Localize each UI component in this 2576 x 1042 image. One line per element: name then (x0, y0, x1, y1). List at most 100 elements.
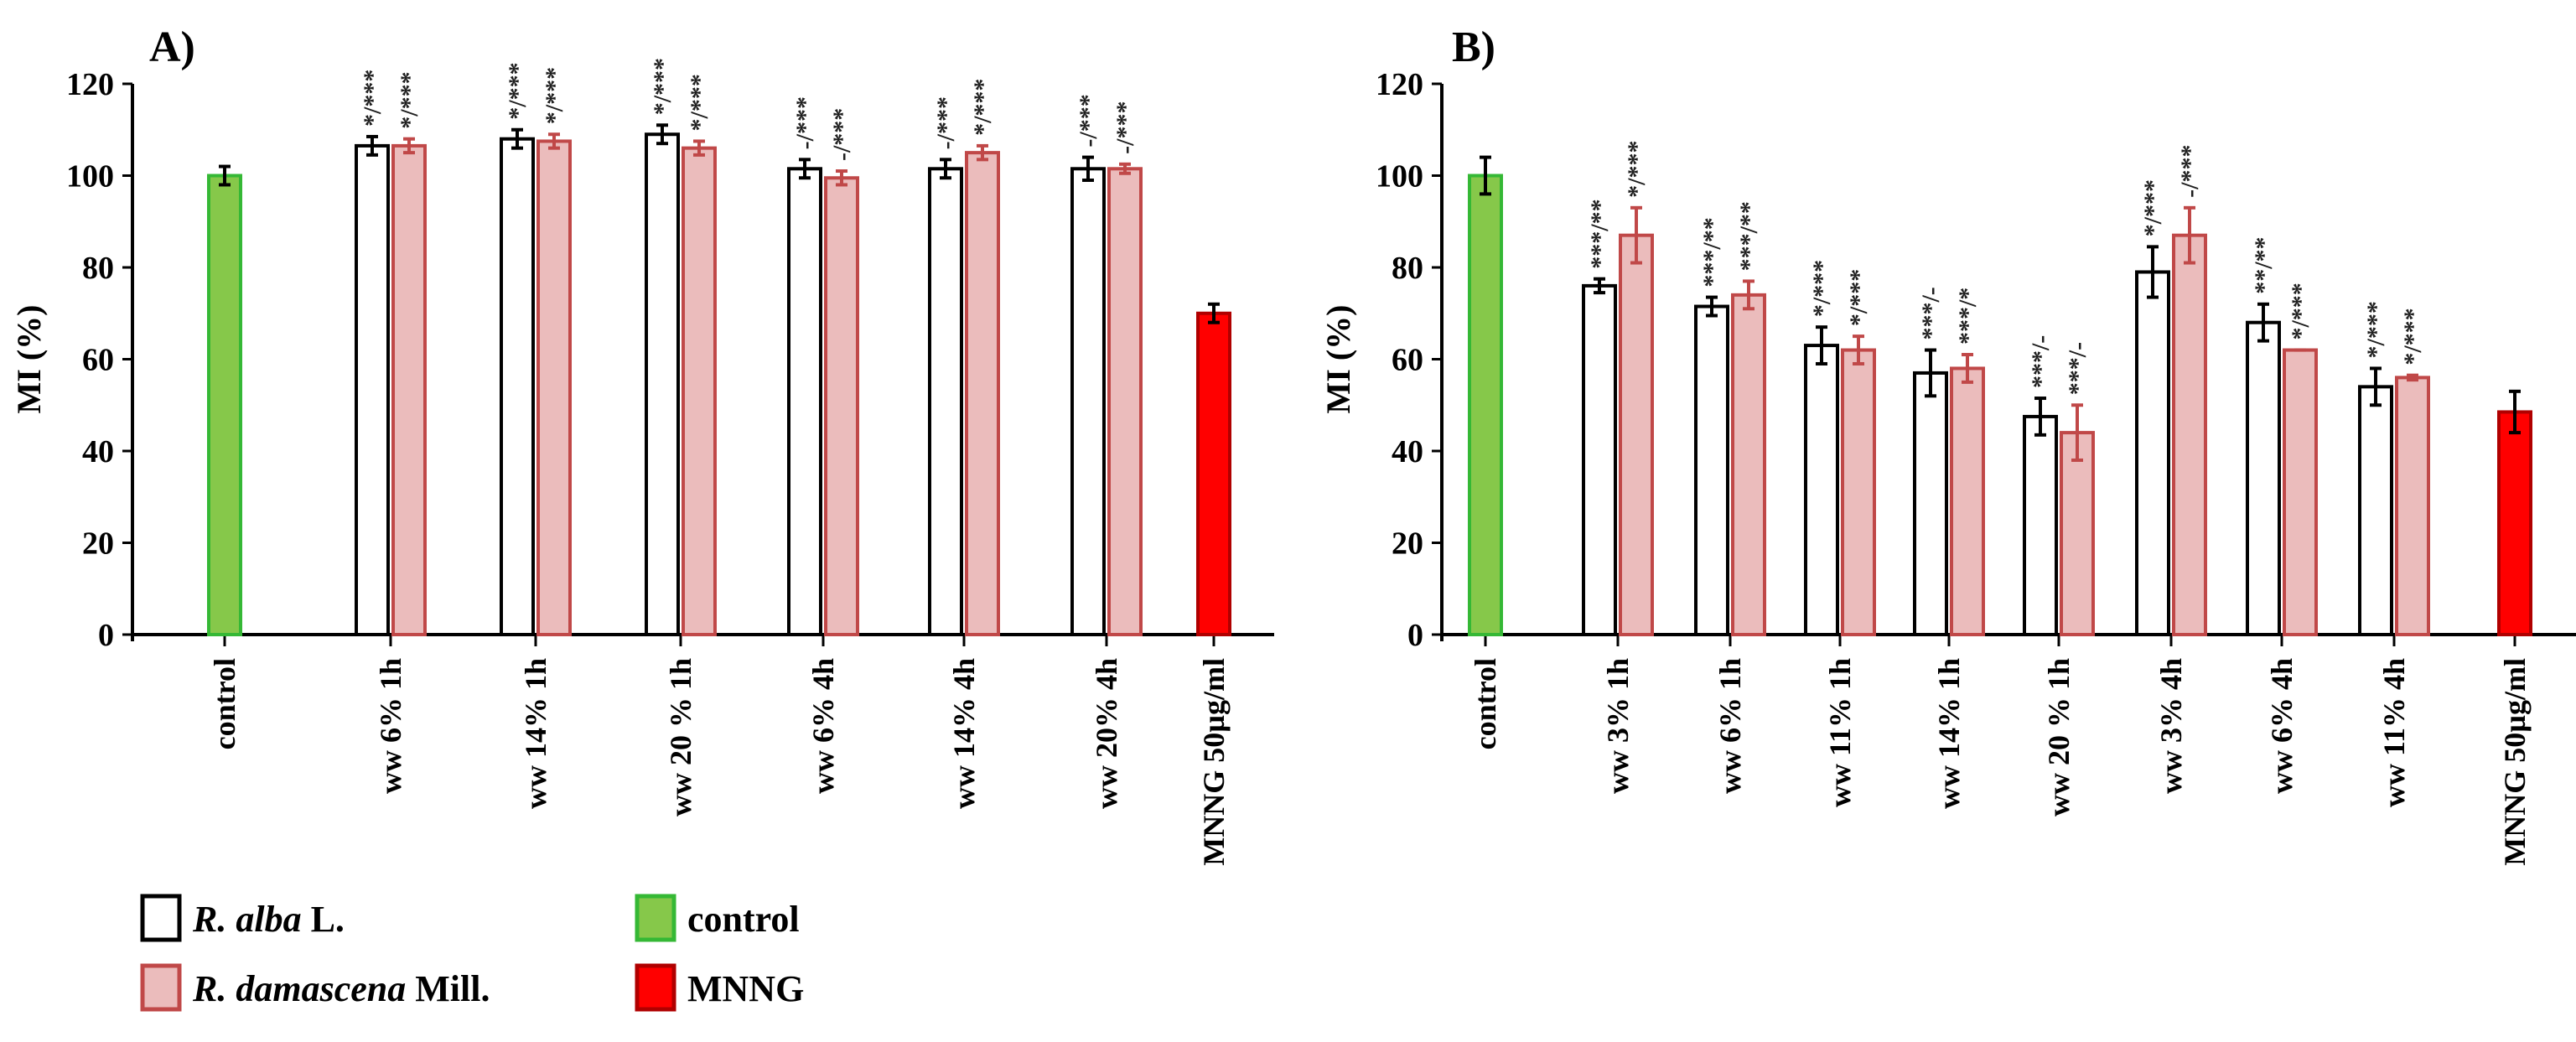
legend-label: control (687, 899, 800, 940)
bar-alba (2023, 414, 2058, 636)
bar-dam (2395, 376, 2430, 636)
significance-label: */*** (1623, 140, 1651, 197)
legend-label-italic: R. alba (192, 899, 302, 940)
y-tick-label: 20 (82, 526, 114, 562)
legend-label-rest: L. (302, 899, 345, 940)
x-category-label: control (1469, 658, 1502, 749)
significance-label: -/*** (1075, 94, 1102, 147)
legend-label: R. damascena Mill. (192, 968, 490, 1009)
y-tick-label: 40 (1392, 434, 1423, 469)
significance-label: */*** (541, 67, 568, 124)
x-category-label: ww 11% 1h (1823, 658, 1857, 807)
significance-label: **/** (2250, 236, 2278, 293)
significance-label: */*** (2399, 308, 2427, 365)
legend-swatch-alba (140, 894, 182, 942)
bar-control (1468, 174, 1503, 636)
bar-alba (645, 132, 680, 637)
x-category-label: MNNG 50µg/ml (2498, 658, 2532, 866)
panel-label: A) (149, 23, 195, 71)
x-category-label: ww 14% 4h (947, 658, 981, 809)
significance-label: */*** (359, 70, 386, 127)
y-tick-label: 0 (1407, 618, 1423, 653)
x-category-label: MNNG 50µg/ml (1197, 658, 1231, 866)
y-tick-label: 20 (1392, 526, 1423, 562)
significance-label: */*** (969, 79, 997, 136)
significance-label: */*** (649, 58, 676, 115)
significance-label: ***/- (1917, 287, 1945, 340)
bar-dam (2172, 233, 2207, 636)
significance-label: ***/** (1586, 199, 1614, 268)
significance-label: ***/- (2064, 342, 2091, 395)
significance-label: */*** (2287, 283, 2314, 340)
legend-label-rest: MNNG (687, 968, 804, 1009)
y-tick-label: 60 (1392, 343, 1423, 378)
y-tick-label: 60 (82, 343, 114, 378)
x-category-label: ww 3% 4h (2154, 658, 2188, 794)
bar-dam (1950, 366, 1985, 636)
significance-label: -/*** (828, 108, 856, 161)
significance-label: */*** (686, 74, 713, 131)
panel-label: B) (1452, 23, 1495, 71)
legend-swatch-mnng (635, 963, 676, 1012)
y-tick-label: 100 (1376, 159, 1423, 194)
bar-alba (2246, 320, 2281, 636)
x-category-label: ww 14% 1h (519, 658, 552, 809)
significance-label: */*** (1845, 269, 1873, 326)
significance-label: */*** (396, 71, 423, 128)
significance-label: */*** (1808, 260, 1836, 317)
x-category-label: ww 3% 1h (1601, 658, 1635, 794)
x-category-label: ww 6% 1h (1713, 658, 1747, 794)
x-category-label: ww 20% 4h (1090, 658, 1123, 809)
bar-control (207, 174, 242, 636)
y-tick-label: 0 (98, 618, 114, 653)
y-tick-label: 80 (1392, 251, 1423, 286)
significance-label: -/*** (791, 96, 819, 149)
bar-dam (1619, 233, 1654, 636)
legend-label: MNNG (687, 968, 804, 1009)
y-tick-label: 40 (82, 434, 114, 469)
significance-label: ***/- (2027, 335, 2055, 388)
y-axis-label: MI (%) (1319, 305, 1357, 414)
bar-mnng (2497, 410, 2532, 636)
bar-alba (787, 167, 822, 637)
bar-alba (928, 167, 963, 637)
bar-alba (1070, 167, 1106, 637)
bar-dam (2060, 431, 2095, 636)
bar-alba (500, 137, 535, 636)
x-category-label: ww 6% 4h (2265, 658, 2299, 794)
bar-alba (2358, 385, 2393, 636)
x-category-label: ww 6% 4h (806, 658, 840, 794)
bar-dam (391, 143, 427, 637)
bar-dam (1841, 348, 1876, 636)
legend-label-rest: Mill. (406, 968, 490, 1009)
x-category-label: ww 6% 1h (374, 658, 407, 794)
bar-alba (1582, 283, 1617, 636)
y-tick-label: 100 (66, 159, 114, 194)
x-category-label: ww 20 % 1h (664, 658, 697, 816)
x-category-label: ww 20 % 1h (2042, 658, 2076, 816)
bar-alba (2135, 270, 2170, 636)
legend: R. alba L. R. damascena Mill. control MNNG (140, 894, 804, 1012)
legend-label-italic: R. damascena (192, 968, 406, 1009)
bar-dam (824, 176, 859, 637)
bar-dam (2283, 348, 2318, 636)
bar-mnng (1196, 311, 1231, 636)
y-tick-label: 80 (82, 251, 114, 286)
significance-label: ***/** (1735, 201, 1763, 271)
significance-label: -/*** (2176, 144, 2204, 197)
significance-label: -/*** (932, 96, 960, 149)
significance-label: ***/* (1954, 288, 1982, 345)
bar-dam (536, 139, 572, 636)
significance-label: */*** (2139, 179, 2167, 236)
bar-dam (965, 151, 1000, 636)
x-category-label: control (208, 658, 241, 749)
y-tick-label: 120 (66, 67, 114, 102)
significance-label: -/*** (1112, 101, 1139, 153)
legend-label-rest: control (687, 899, 800, 940)
bar-alba (1913, 371, 1948, 636)
y-axis-label: MI (%) (10, 305, 48, 414)
legend-label: R. alba L. (192, 899, 345, 940)
panel-a-chart: 0 20 40 60 80 100 120 MI (%) A) control ww 6% 1h ww… (10, 23, 1274, 866)
bar-dam (682, 146, 717, 636)
